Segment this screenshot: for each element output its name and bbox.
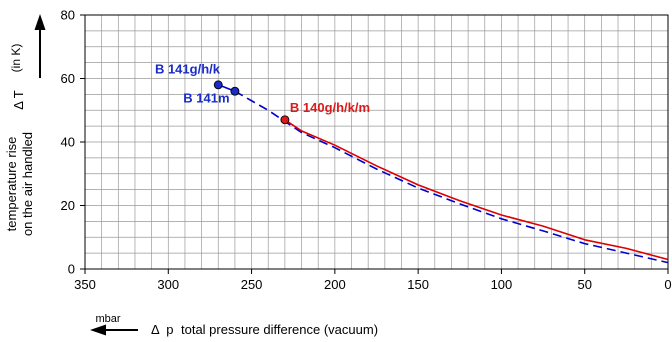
x-axis-unit: mbar [95,313,120,325]
data-point-marker [213,80,223,90]
y-tick-label: 0 [68,262,75,277]
y-axis-symbol: Δ T [11,90,26,110]
data-point-marker [230,86,240,96]
x-tick-label: 0 [664,277,671,292]
y-tick-label: 80 [61,8,75,23]
y-tick-label: 40 [61,135,75,150]
x-tick-label: 350 [74,277,96,292]
x-tick-label: 150 [407,277,429,292]
y-tick-label: 20 [61,198,75,213]
x-tick-label: 200 [324,277,346,292]
data-point-marker [280,115,290,125]
marker-layer [213,80,290,125]
y-axis-unit: (in K) [9,44,23,73]
y-axis-arrow-icon [34,14,46,78]
y-axis-label-line1: temperature rise [4,137,19,232]
y-tick-label: 60 [61,71,75,86]
series-annotation: B 140g/h/k/m [290,100,370,115]
x-tick-label: 300 [157,277,179,292]
x-axis-arrow-icon [90,324,138,336]
y-axis-label-line2: on the air handled [20,132,35,236]
series-annotation: B 141m [183,90,229,105]
x-axis-symbol: Δ p [151,322,173,337]
x-tick-label: 100 [491,277,513,292]
annotation-layer: B 141g/h/k B 141m B 140g/h/k/m [155,62,370,115]
x-tick-label: 250 [241,277,263,292]
series-annotation: B 141g/h/k [155,62,221,77]
series-line-b-140g-h-k-m [284,119,669,261]
x-axis-label: total pressure difference (vacuum) [181,322,378,337]
x-tick-label: 50 [577,277,591,292]
axis-ticks: 350 300 250 200 150 100 50 0 0 20 40 60 80 [61,8,672,293]
